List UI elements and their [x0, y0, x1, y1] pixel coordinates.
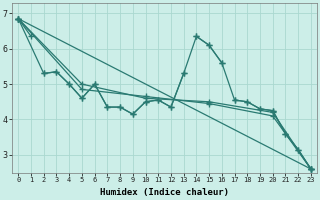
X-axis label: Humidex (Indice chaleur): Humidex (Indice chaleur) — [100, 188, 229, 197]
